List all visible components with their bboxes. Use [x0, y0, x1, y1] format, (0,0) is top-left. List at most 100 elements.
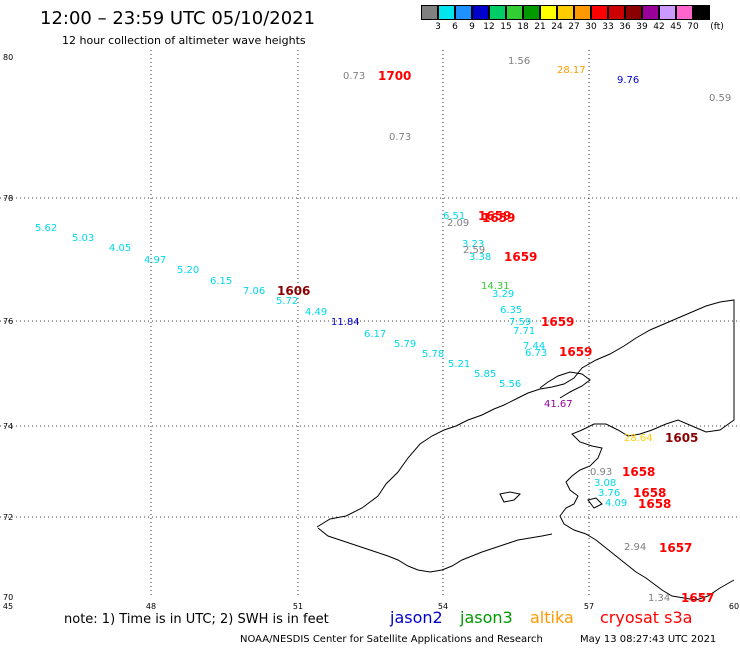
scale-label: 9 [469, 22, 475, 32]
lat-tick-label: 70 [3, 593, 13, 602]
lon-tick-label: 60 [729, 602, 739, 611]
footer-note: note: 1) Time is in UTC; 2) SWH is in fe… [64, 612, 329, 627]
scale-label: 15 [500, 22, 512, 32]
wave-height-label: 4.97 [144, 255, 166, 266]
lat-tick-label: 72 [3, 513, 13, 522]
scale-unit: (ft) [710, 22, 724, 32]
wave-height-label: 2.09 [447, 218, 469, 229]
wave-height-label: 5.85 [474, 369, 496, 380]
scale-swatch [438, 5, 455, 20]
scale-label: 3 [435, 22, 441, 32]
legend-jason3: jason3 [460, 608, 513, 627]
wave-height-label: 5.03 [72, 233, 94, 244]
wave-height-label: 3.76 [598, 488, 620, 499]
lat-tick-label: 74 [3, 422, 13, 431]
pass-time-label: 1700 [378, 69, 411, 83]
scale-swatch [421, 5, 438, 20]
wave-height-label: 3.23 [462, 239, 484, 250]
scale-swatch [676, 5, 693, 20]
lon-tick-label: 48 [146, 602, 156, 611]
wave-height-label: 5.62 [35, 223, 57, 234]
pass-time-label: 1658 [622, 465, 655, 479]
wave-height-label: 28.17 [557, 65, 586, 76]
wave-height-label: 2.59 [463, 245, 485, 256]
observation-layer: 0.73 1.56 28.17 9.76 0.59 0.73 5.62 5.03 4.05 4.9… [35, 56, 731, 604]
lon-tick-label: 45 [3, 602, 13, 611]
legend-cryosat-s3a: cryosat s3a [600, 608, 693, 627]
pass-time-label: 1659 [504, 250, 537, 264]
wave-height-label: 6.17 [364, 329, 386, 340]
scale-swatch [455, 5, 472, 20]
map-subtitle: 12 hour collection of altimeter wave hei… [62, 34, 306, 47]
wave-height-label: 4.05 [109, 243, 131, 254]
wave-height-label: 5.72 [276, 296, 298, 307]
wave-height-label: 3.38 [469, 252, 491, 263]
wave-height-label: 4.49 [305, 307, 327, 318]
lat-tick-label: 76 [3, 317, 13, 326]
lon-tick-label: 57 [584, 602, 594, 611]
scale-swatch [489, 5, 506, 20]
scale-swatch [659, 5, 676, 20]
scale-label: 12 [483, 22, 495, 32]
wave-height-label: 41.67 [544, 399, 573, 410]
scale-label: 45 [670, 22, 682, 32]
scale-label: 6 [452, 22, 458, 32]
scale-swatch [472, 5, 489, 20]
scale-swatch [557, 5, 574, 20]
scale-swatch [540, 5, 557, 20]
credit-text: NOAA/NESDIS Center for Satellite Applica… [240, 634, 543, 645]
wave-height-label: 5.56 [499, 379, 521, 390]
wave-height-label: 11.84 [331, 317, 360, 328]
wave-height-label: 4.09 [605, 498, 627, 509]
wave-height-label: 6.51 [443, 211, 465, 222]
wave-height-label: 14.31 [481, 281, 510, 292]
wave-height-label: 6.15 [210, 276, 232, 287]
wave-height-label: 5.78 [422, 349, 444, 360]
wave-height-label: 7.71 [513, 326, 535, 337]
wave-height-label: 0.73 [389, 132, 411, 143]
scale-swatch [693, 5, 710, 20]
pass-time-label: 1605 [665, 431, 698, 445]
timestamp-text: May 13 08:27:43 UTC 2021 [580, 634, 717, 645]
scale-label: 21 [534, 22, 546, 32]
wave-height-label: 7.06 [243, 286, 265, 297]
scale-swatch [523, 5, 540, 20]
wave-height-label: 28.64 [624, 433, 653, 444]
wave-height-label: 5.20 [177, 265, 199, 276]
scale-label: 30 [585, 22, 597, 32]
pass-time-label: 1658 [633, 486, 666, 500]
wave-height-label: 0.59 [709, 93, 731, 104]
scale-swatch [574, 5, 591, 20]
pass-time-layer: 1700165916591659165916591606160516581658… [277, 69, 714, 605]
wave-height-label: 3.08 [594, 478, 616, 489]
pass-time-label: 1657 [681, 591, 714, 605]
wave-height-label: 3.29 [492, 289, 514, 300]
scale-label: 39 [636, 22, 648, 32]
wave-height-label: 9.76 [617, 75, 639, 86]
legend-jason2: jason2 [390, 608, 443, 627]
scale-label: 33 [602, 22, 614, 32]
wave-height-label: 2.94 [624, 542, 646, 553]
scale-label: 42 [653, 22, 665, 32]
pass-time-label: 1659 [478, 209, 511, 223]
pass-time-label: 1606 [277, 284, 310, 298]
pass-time-label: 1659 [541, 315, 574, 329]
scale-label: 24 [551, 22, 563, 32]
scale-label: 27 [568, 22, 580, 32]
wave-height-label: 5.21 [448, 359, 470, 370]
scale-label: 70 [687, 22, 699, 32]
lon-tick-label: 51 [293, 602, 303, 611]
wave-height-label: 6.73 [525, 348, 547, 359]
wave-height-label: 0.73 [343, 71, 365, 82]
scale-swatch [608, 5, 625, 20]
lat-tick-label: 78 [3, 194, 13, 203]
pass-time-label: 1659 [559, 345, 592, 359]
wave-height-label: 5.79 [394, 339, 416, 350]
wave-height-label: 1.56 [508, 56, 530, 67]
wave-height-label: 7.44 [523, 341, 545, 352]
wave-height-color-scale: 3 6 9 12 15 18 21 24 27 30 33 36 39 42 45 70 (ft) [421, 5, 727, 35]
pass-time-label: 1659 [482, 211, 515, 225]
scale-swatch [625, 5, 642, 20]
